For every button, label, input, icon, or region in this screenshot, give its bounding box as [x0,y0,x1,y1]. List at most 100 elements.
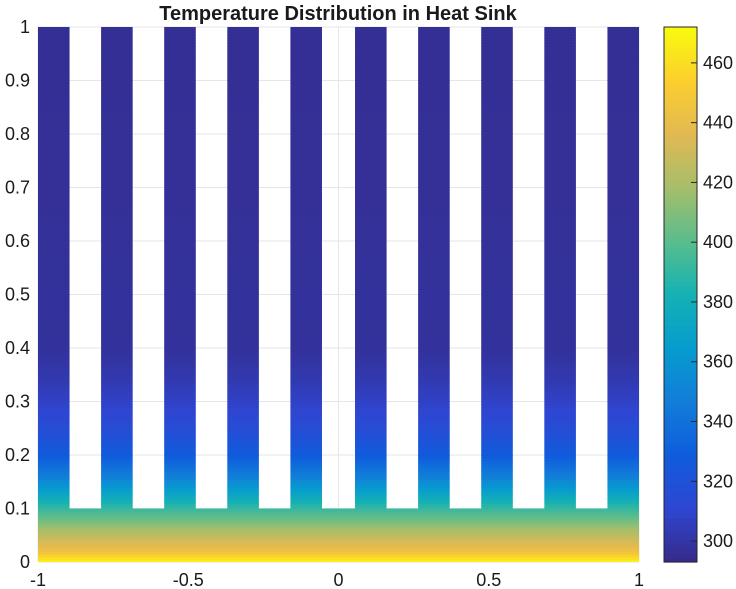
fin-cell [355,136,387,140]
fin-cell [355,224,387,229]
fin-cell [101,473,133,477]
fin-cell [38,372,70,376]
fin-cell [38,425,70,429]
colorbar-cell [664,548,697,554]
fin-cell [38,484,70,488]
fin-cell [418,401,450,405]
fin-cell [227,337,259,341]
fin-cell [544,318,576,322]
fin-cell [164,224,196,229]
fin-cell [101,93,133,98]
fin-cell [355,227,387,231]
fin-cell [290,473,322,477]
fin-cell [290,500,322,504]
fin-cell [38,246,70,250]
fin-cell [355,88,387,92]
colorbar-cell [664,241,697,247]
fin-cell [38,444,70,448]
fin-cell [101,342,133,346]
fin-cell [607,463,639,467]
fin-cell [607,452,639,456]
fin-cell [290,329,322,333]
fin-cell [481,473,513,477]
fin-cell [481,163,513,167]
fin-cell [544,436,576,440]
fin-cell [227,436,259,440]
fin-cell [355,150,387,154]
fin-cell [355,457,387,461]
fin-cell [101,251,133,255]
fin-cell [418,463,450,467]
fin-cell [227,414,259,419]
fin-cell [290,259,322,263]
fin-cell [418,136,450,140]
fin-cell [418,339,450,344]
fin-cell [164,281,196,285]
fin-cell [38,158,70,162]
fin-cell [38,179,70,183]
fin-cell [481,171,513,175]
fin-cell [290,310,322,314]
fin-cell [418,369,450,373]
fin-cell [101,32,133,36]
fin-cell [544,144,576,148]
fin-cell [164,131,196,135]
fin-cell [101,438,133,443]
fin-cell [544,51,576,55]
fin-cell [101,398,133,403]
fin-cell [607,342,639,346]
fin-cell [290,93,322,98]
fin-cell [290,323,322,328]
fin-cell [481,390,513,395]
colorbar-cell [664,76,697,82]
fin-cell [418,83,450,87]
fin-cell [38,350,70,354]
fin-cell [481,99,513,103]
fin-cell [227,374,259,379]
fin-cell [418,492,450,496]
fin-cell [38,171,70,175]
colorbar-cell [664,526,697,532]
fin-cell [227,503,259,507]
fin-cell [164,425,196,429]
fin-cell [607,449,639,453]
fin-cell [101,152,133,156]
fin-cell [101,356,133,360]
fin-cell [355,246,387,250]
fin-cell [227,318,259,322]
fin-cell [290,492,322,496]
fin-cell [290,465,322,469]
fin-cell [227,150,259,154]
fin-cell [481,361,513,365]
fin-cell [101,35,133,39]
fin-cell [544,430,576,435]
fin-cell [544,393,576,397]
fin-cell [418,436,450,440]
fin-cell [481,401,513,405]
fin-cell [38,283,70,288]
fin-cell [38,51,70,55]
fin-cell [290,409,322,413]
fin-cell [164,142,196,146]
fin-cell [355,85,387,90]
fin-cell [544,171,576,175]
fin-cell [227,430,259,435]
fin-cell [164,158,196,162]
fin-cell [544,353,576,357]
fin-cell [481,457,513,461]
fin-cell [164,406,196,411]
fin-cell [164,168,196,173]
fin-cell [290,337,322,341]
fin-cell [38,366,70,370]
fin-cell [544,433,576,437]
fin-cell [290,101,322,106]
fin-cell [481,436,513,440]
fin-cell [418,174,450,178]
fin-cell [607,369,639,373]
fin-cell [355,251,387,255]
colorbar-cell [664,174,697,180]
fin-cell [290,438,322,443]
fin-cell [418,99,450,103]
fin-cell [101,291,133,296]
fin-cell [38,40,70,44]
